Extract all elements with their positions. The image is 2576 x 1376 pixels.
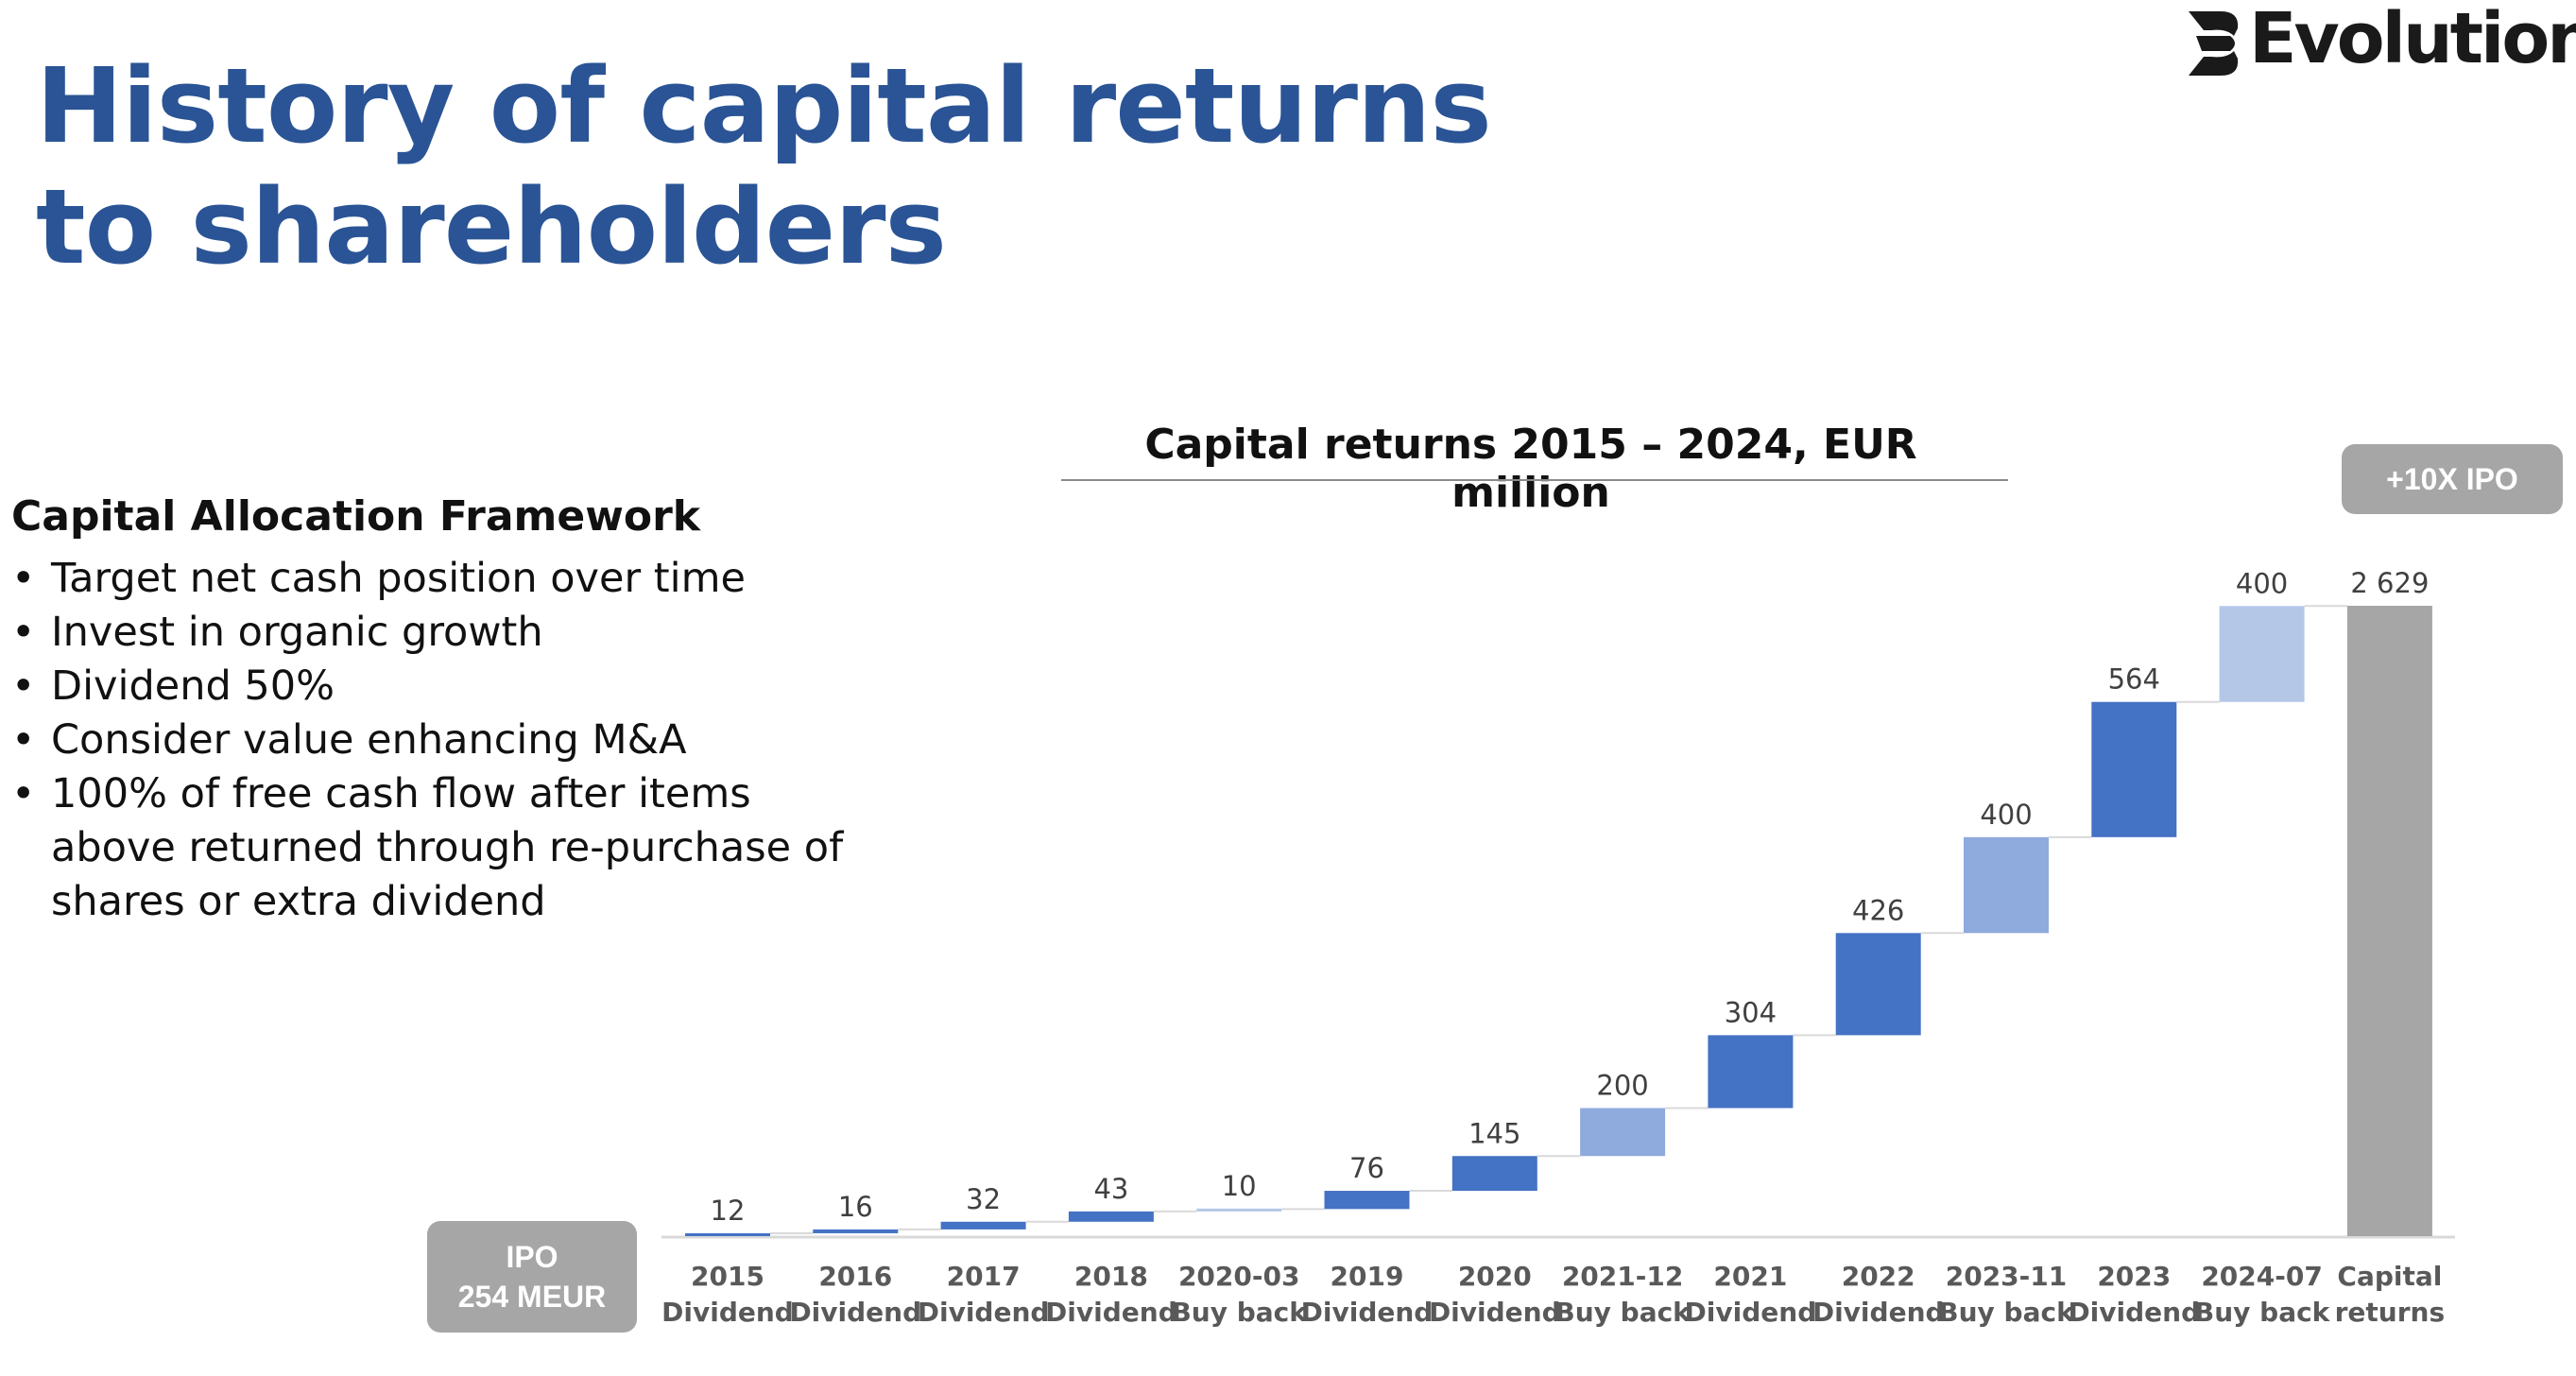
tick-label: Dividend xyxy=(1812,1297,1945,1328)
tick-label: Dividend xyxy=(2068,1297,2200,1328)
ipo-badge-value: 254 MEUR xyxy=(457,1280,607,1314)
tick-label: Dividend xyxy=(1685,1297,1817,1328)
framework-item-text: 100% of free cash flow after items above… xyxy=(51,770,844,925)
tick-label: 2017 xyxy=(947,1261,1021,1292)
framework-list: • Target net cash position over time • Inv… xyxy=(11,552,862,929)
bar-8 xyxy=(1708,1035,1794,1109)
data-label: 564 xyxy=(2108,663,2160,696)
bar-5 xyxy=(1324,1191,1410,1210)
ipo-badge: IPO 254 MEUR xyxy=(427,1221,637,1333)
tick-label: Buy back xyxy=(1171,1297,1308,1328)
evolution-logo-icon xyxy=(2189,11,2239,76)
tick-label: Dividend xyxy=(661,1297,794,1328)
data-label: 16 xyxy=(838,1191,873,1223)
framework-item-text: Target net cash position over time xyxy=(51,555,746,602)
bar-4 xyxy=(1196,1208,1282,1212)
bullet-icon: • xyxy=(11,716,36,764)
bar-13 xyxy=(2346,606,2432,1236)
tick-label: returns xyxy=(2335,1297,2446,1328)
chart-title: Capital returns 2015 – 2024, EUR million xyxy=(1144,421,1917,517)
tick-label: 2024-07 xyxy=(2201,1261,2323,1292)
tick-label: 2019 xyxy=(1331,1261,1404,1292)
framework-item: • Target net cash position over time xyxy=(11,552,862,606)
framework-item-text: Consider value enhancing M&A xyxy=(51,716,687,764)
ipo-badge-label: IPO xyxy=(506,1240,558,1274)
logo-text: Evolution xyxy=(2249,0,2576,79)
tick-label: Dividend xyxy=(1301,1297,1434,1328)
framework-heading: Capital Allocation Framework xyxy=(11,492,701,541)
bullet-icon: • xyxy=(11,555,36,602)
data-label: 400 xyxy=(2236,567,2288,599)
tick-label: Dividend xyxy=(1045,1297,1177,1328)
bar-11 xyxy=(2091,701,2177,837)
bullet-icon: • xyxy=(11,770,36,817)
tick-label: 2022 xyxy=(1842,1261,1915,1292)
data-label: 12 xyxy=(711,1195,746,1227)
framework-item: • 100% of free cash flow after items abov… xyxy=(11,767,864,929)
tick-label: 2023-11 xyxy=(1946,1261,2068,1292)
tick-label: Dividend xyxy=(789,1297,921,1328)
tick-label: Capital xyxy=(2337,1261,2442,1292)
tick-label: Buy back xyxy=(1554,1297,1692,1328)
data-label: 76 xyxy=(1349,1152,1384,1184)
data-label: 200 xyxy=(1596,1070,1648,1102)
data-label: 43 xyxy=(1093,1173,1128,1205)
framework-item: • Consider value enhancing M&A xyxy=(11,714,862,767)
page-title: History of capital returns to shareholde… xyxy=(36,45,1492,287)
bar-6 xyxy=(1451,1156,1537,1192)
tick-label: Buy back xyxy=(2194,1297,2331,1328)
data-label: 2 629 xyxy=(2350,567,2429,599)
data-label: 426 xyxy=(1852,894,1904,926)
bar-0 xyxy=(685,1232,770,1236)
tick-label: Dividend xyxy=(1429,1297,1561,1328)
data-label: 145 xyxy=(1468,1117,1520,1149)
data-label: 304 xyxy=(1725,996,1777,1028)
tick-label: Buy back xyxy=(1938,1297,2075,1328)
data-label: 10 xyxy=(1222,1170,1257,1202)
data-label: 400 xyxy=(1980,799,2032,831)
tick-label: 2018 xyxy=(1074,1261,1148,1292)
tick-label: 2016 xyxy=(818,1261,892,1292)
framework-item: • Invest in organic growth xyxy=(11,606,862,660)
bar-1 xyxy=(813,1229,899,1233)
capital-allocation-framework: Capital Allocation Framework • Target net… xyxy=(11,491,862,929)
framework-item-text: Invest in organic growth xyxy=(51,609,543,656)
bar-10 xyxy=(1964,836,2049,934)
tick-label: 2020 xyxy=(1458,1261,1532,1292)
framework-item-text: Dividend 50% xyxy=(51,662,335,710)
tick-label: 2021-12 xyxy=(1562,1261,1684,1292)
tick-label: 2020-03 xyxy=(1178,1261,1300,1292)
tick-label: 2015 xyxy=(691,1261,764,1292)
ten-x-ipo-badge: +10X IPO xyxy=(2342,444,2563,514)
tick-label: 2023 xyxy=(2097,1261,2171,1292)
tick-label: 2021 xyxy=(1713,1261,1787,1292)
bar-3 xyxy=(1068,1211,1154,1222)
framework-item: • Dividend 50% xyxy=(11,660,862,714)
evolution-logo: Evolution xyxy=(2173,0,2576,79)
bullet-icon: • xyxy=(11,662,36,710)
bar-2 xyxy=(940,1221,1026,1230)
bar-7 xyxy=(1580,1108,1666,1157)
chart-title-underline xyxy=(1061,479,2008,481)
bar-12 xyxy=(2219,606,2305,702)
tick-label: Dividend xyxy=(918,1297,1050,1328)
bullet-icon: • xyxy=(11,609,36,656)
data-label: 32 xyxy=(966,1183,1001,1215)
bar-9 xyxy=(1835,933,1921,1036)
